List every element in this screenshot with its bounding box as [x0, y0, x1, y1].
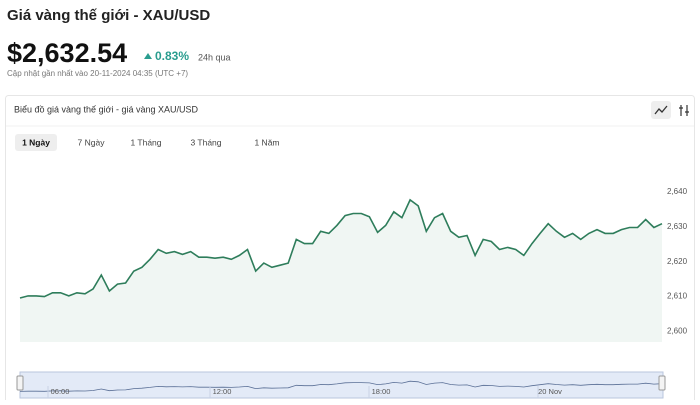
nav-label: 20 Nov	[538, 387, 562, 396]
y-tick-label: 2,600	[667, 327, 688, 336]
candle-icon[interactable]	[679, 105, 689, 116]
nav-label: 06:00	[51, 387, 70, 396]
nav-label: 18:00	[372, 387, 391, 396]
nav-label: 12:00	[213, 387, 232, 396]
tab-active-bg[interactable]	[15, 134, 57, 151]
line-icon-bg[interactable]	[651, 101, 671, 119]
price: $2,632.54	[7, 38, 127, 68]
nav-handle[interactable]	[16, 375, 24, 391]
panel-title: Biểu đồ giá vàng thế giới - giá vàng XAU…	[14, 104, 199, 114]
y-tick-label: 2,640	[667, 187, 688, 196]
tabs: 1 Ngày 7 Ngày 1 Tháng 3 Tháng 1 Năm	[15, 134, 280, 151]
change: 0.83%	[155, 49, 189, 63]
updated: Cập nhật gần nhất vào 20-11-2024 04:35 (…	[7, 69, 188, 78]
panel	[5, 95, 695, 405]
tab[interactable]: 3 Tháng	[190, 137, 221, 147]
y-tick-label: 2,620	[667, 257, 688, 266]
nav-handle[interactable]	[658, 375, 666, 391]
period: 24h qua	[198, 52, 231, 62]
tab[interactable]: 7 Ngày	[78, 137, 106, 147]
tab[interactable]: 1 Năm	[254, 137, 279, 147]
line-icon[interactable]	[654, 105, 668, 115]
plot: 2,600 2,610 2,620 2,630 2,640	[19, 187, 688, 342]
area	[20, 199, 662, 342]
up-arrow	[144, 53, 152, 59]
navigator-content: 06:00 12:00 18:00 20 Nov	[19, 380, 663, 398]
tab[interactable]: 1 Tháng	[130, 137, 161, 147]
tab[interactable]: 1 Ngày	[22, 137, 50, 147]
price-line	[19, 198, 663, 299]
y-tick-label: 2,610	[667, 292, 688, 301]
page-title: Giá vàng thế giới - XAU/USD	[7, 7, 210, 24]
navigator-line	[19, 380, 663, 392]
y-tick-label: 2,630	[667, 222, 688, 231]
